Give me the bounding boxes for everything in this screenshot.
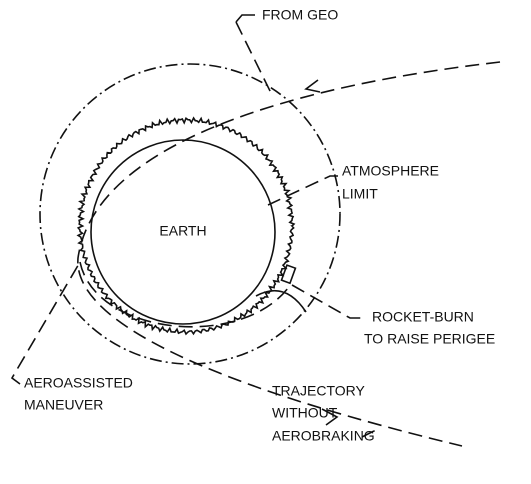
label: EARTH	[159, 223, 206, 239]
label: ROCKET-BURN	[372, 309, 474, 325]
leader	[236, 15, 255, 22]
leader	[236, 22, 272, 95]
label: ATMOSPHERE	[342, 163, 439, 179]
leader	[12, 262, 80, 384]
label: FROM GEO	[262, 7, 338, 23]
diagram: FROM GEO EARTH ATMOSPHERE LIMIT ROCKET-B…	[0, 0, 531, 484]
label: TRAJECTORY	[272, 383, 365, 399]
label: TO RAISE PERIGEE	[364, 331, 495, 347]
label: AEROASSISTED	[24, 375, 133, 391]
arrow	[306, 80, 320, 92]
leader	[292, 285, 362, 318]
leader	[268, 176, 338, 205]
label: LIMIT	[342, 186, 378, 202]
label: WITHOUT	[272, 405, 338, 421]
label: AEROBRAKING	[272, 428, 375, 444]
dash-dot-orbit	[40, 64, 340, 364]
aeroassisted-path	[80, 262, 288, 327]
label: MANEUVER	[24, 397, 103, 413]
